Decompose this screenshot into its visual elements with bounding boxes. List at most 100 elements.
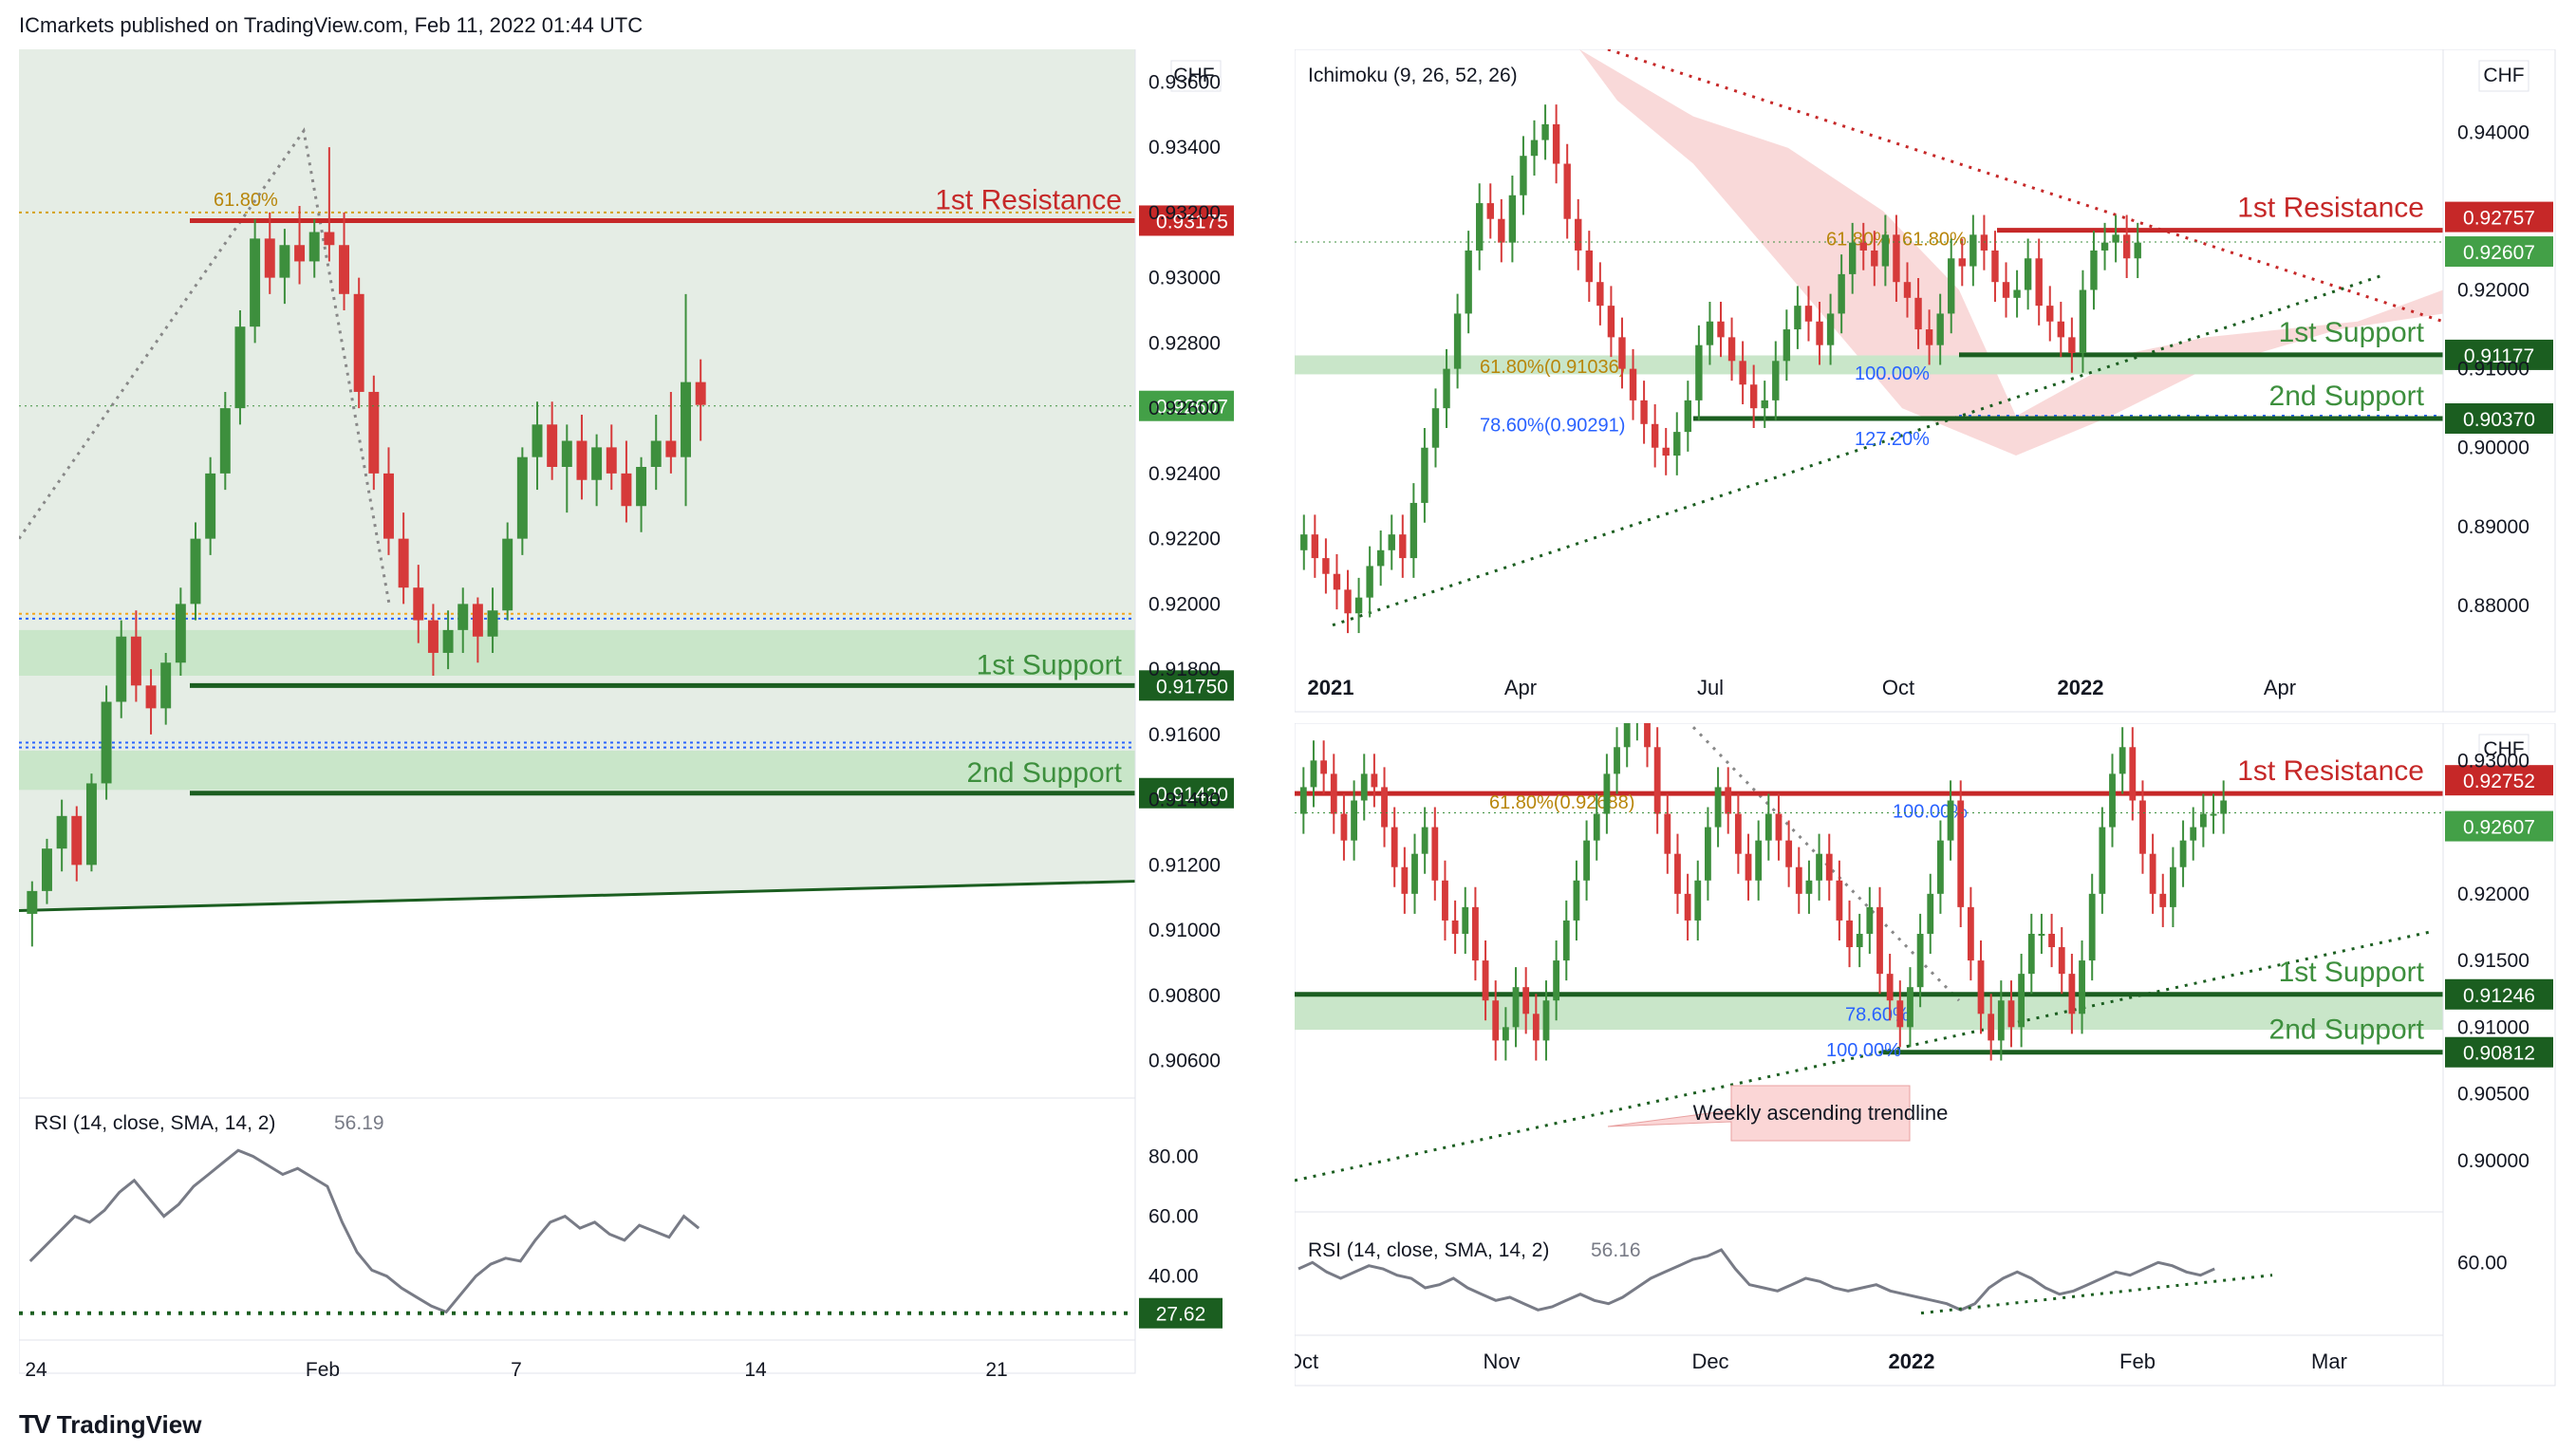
candle — [2057, 321, 2065, 338]
candle — [1562, 920, 1570, 961]
left-chart-svg[interactable]: 61.80% 1st Resistance 0.93175 1st Support 0.… — [17, 48, 1245, 1383]
y-tick: 0.90000 — [2457, 437, 2529, 459]
candle — [2058, 947, 2065, 975]
candle — [1476, 203, 1484, 251]
candle — [2199, 813, 2207, 828]
rsi-y-tick: 60.00 — [2457, 1252, 2508, 1274]
rsi-y-tick: 80.00 — [1148, 1146, 1199, 1168]
y-tick: 0.91500 — [2457, 950, 2529, 972]
ichimoku-chart-svg[interactable]: 1st Resistance 0.92757 1st Support 0.91177 2… — [1294, 47, 2557, 714]
ichimoku-chart[interactable]: 1st Resistance 0.92757 1st Support 0.91177 2… — [1294, 47, 2557, 714]
candle — [175, 604, 186, 663]
candle — [442, 629, 454, 653]
candle — [1957, 800, 1965, 907]
currency-label: CHF — [2483, 738, 2524, 760]
candle — [1977, 960, 1985, 1015]
candle — [1937, 840, 1944, 894]
support-price-tag: 0.91750 — [1156, 676, 1228, 698]
candle — [1322, 558, 1330, 574]
candle — [130, 636, 141, 686]
candle — [1893, 234, 1900, 283]
candle — [308, 232, 320, 262]
candle — [2159, 893, 2167, 907]
candle — [1644, 707, 1651, 748]
candle — [1399, 534, 1407, 559]
y-tick: 0.92800 — [1148, 332, 1221, 354]
candle — [1453, 313, 1462, 369]
candle — [27, 890, 38, 914]
candle — [234, 326, 246, 409]
support-label: 2nd Support — [2269, 1015, 2425, 1046]
candle — [1772, 361, 1780, 400]
candle — [1936, 313, 1944, 345]
rsi-label: RSI (14, close, SMA, 14, 2) — [1308, 1239, 1549, 1261]
resistance-price-tag: 0.92752 — [2463, 771, 2535, 792]
candle — [1366, 566, 1373, 598]
candle — [1967, 906, 1974, 961]
candle — [205, 473, 216, 539]
candle — [1498, 218, 1505, 243]
candle — [2048, 933, 2055, 948]
candle — [1520, 156, 1527, 195]
candle — [1575, 218, 1582, 251]
candle — [1859, 242, 1867, 251]
tradingview-footer[interactable]: TV TradingView — [19, 1409, 201, 1440]
candle — [2100, 242, 2109, 251]
candle — [1927, 893, 1934, 934]
candle — [368, 391, 380, 474]
ascending-trendline — [18, 880, 1136, 912]
currency-box — [2478, 60, 2529, 92]
candle — [1705, 827, 1711, 881]
candle — [2099, 827, 2106, 894]
x-tick: 2022 — [1889, 1350, 1935, 1373]
fib-label: 100.00% — [1893, 802, 1968, 823]
candle — [2210, 813, 2217, 816]
candle — [398, 538, 409, 588]
y-tick: 0.92600 — [1148, 398, 1221, 419]
support-zone — [1295, 355, 2443, 375]
support-price-tag: 0.91177 — [2464, 345, 2534, 367]
resistance-price-tag-bg — [1139, 205, 1245, 236]
candle — [2190, 827, 2197, 841]
candle — [606, 447, 617, 474]
candle — [1310, 760, 1317, 788]
fib-label: 61.80% — [214, 190, 278, 211]
candle — [1492, 1000, 1500, 1041]
candle — [2038, 933, 2045, 936]
candle — [116, 636, 127, 702]
candle — [516, 456, 528, 539]
candle — [1866, 906, 1874, 934]
candle — [487, 610, 498, 637]
x-tick: Apr — [1504, 676, 1537, 699]
candle — [1714, 787, 1722, 828]
candle — [1706, 321, 1714, 345]
fib-label: 61.80% — [1826, 229, 1891, 250]
candle — [1541, 123, 1549, 140]
weekly-chart[interactable]: 1st Resistance 0.92752 1st Support 0.91246 2… — [1286, 687, 2557, 1387]
candle — [1925, 329, 1933, 345]
candle — [1958, 258, 1966, 267]
candle — [1947, 800, 1954, 841]
candle — [1614, 747, 1620, 774]
x-tick: 2021 — [1308, 676, 1354, 699]
candle — [1411, 853, 1418, 894]
rsi-value: 56.19 — [334, 1112, 384, 1134]
candle — [1674, 853, 1681, 894]
candle — [2007, 1000, 2015, 1028]
support-price-tag: 0.90812 — [2463, 1043, 2535, 1065]
candle — [1695, 344, 1703, 400]
candle — [2013, 289, 2021, 298]
candle — [1856, 933, 1863, 948]
x-tick: Oct — [1882, 676, 1914, 699]
candle — [1734, 813, 1742, 854]
x-tick: 2022 — [2058, 676, 2104, 699]
left-chart[interactable]: 61.80% 1st Resistance 0.93175 1st Support 0.… — [17, 48, 1245, 1383]
last-price-tag: 0.92607 — [2463, 242, 2535, 264]
candle — [190, 538, 201, 605]
currency-box — [1170, 60, 1222, 92]
candle — [2220, 800, 2228, 814]
weekly-chart-svg[interactable]: 1st Resistance 0.92752 1st Support 0.91246 2… — [1286, 687, 2557, 1387]
candle — [1552, 123, 1560, 164]
candle — [1472, 906, 1479, 961]
candle — [1502, 1027, 1509, 1041]
